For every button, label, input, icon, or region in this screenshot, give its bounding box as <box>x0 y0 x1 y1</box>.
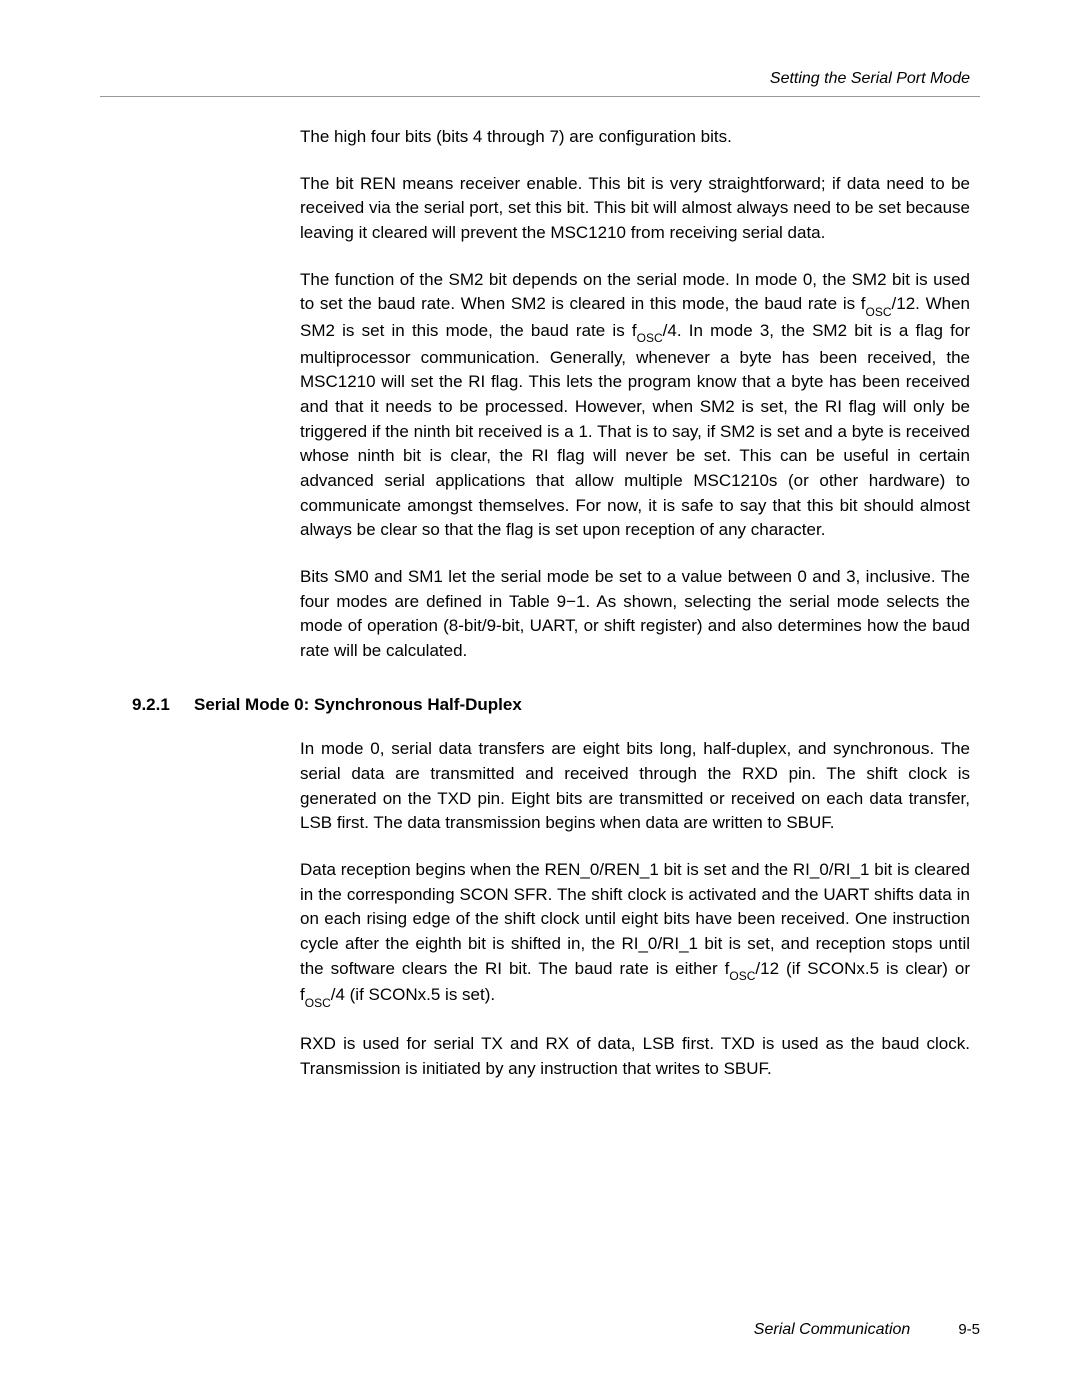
paragraph-text: /4 (if SCONx.5 is set). <box>331 985 495 1004</box>
footer-page-number: 9-5 <box>958 1321 980 1338</box>
paragraph: RXD is used for serial TX and RX of data… <box>300 1032 970 1081</box>
paragraph: Bits SM0 and SM1 let the serial mode be … <box>300 565 970 664</box>
section-title: Serial Mode 0: Synchronous Half-Duplex <box>194 695 522 715</box>
subscript-osc: OSC <box>729 969 755 983</box>
document-page: Setting the Serial Port Mode The high fo… <box>0 0 1080 1397</box>
paragraph: Data reception begins when the REN_0/REN… <box>300 858 970 1010</box>
body-text-block: In mode 0, serial data transfers are eig… <box>300 737 970 1081</box>
section-heading: 9.2.1 Serial Mode 0: Synchronous Half-Du… <box>132 695 980 715</box>
subscript-osc: OSC <box>866 305 892 319</box>
footer-chapter-title: Serial Communication <box>754 1321 911 1339</box>
section-number: 9.2.1 <box>132 695 194 715</box>
paragraph: The function of the SM2 bit depends on t… <box>300 268 970 543</box>
paragraph: The bit REN means receiver enable. This … <box>300 172 970 246</box>
paragraph-text: /4. In mode 3, the SM2 bit is a flag for… <box>300 321 970 539</box>
subscript-osc: OSC <box>637 331 663 345</box>
body-text-block: The high four bits (bits 4 through 7) ar… <box>300 125 970 663</box>
paragraph: In mode 0, serial data transfers are eig… <box>300 737 970 836</box>
running-header: Setting the Serial Port Mode <box>100 70 980 88</box>
header-rule <box>100 96 980 97</box>
page-footer: Serial Communication 9-5 <box>100 1321 980 1339</box>
subscript-osc: OSC <box>305 996 331 1010</box>
paragraph: The high four bits (bits 4 through 7) ar… <box>300 125 970 150</box>
